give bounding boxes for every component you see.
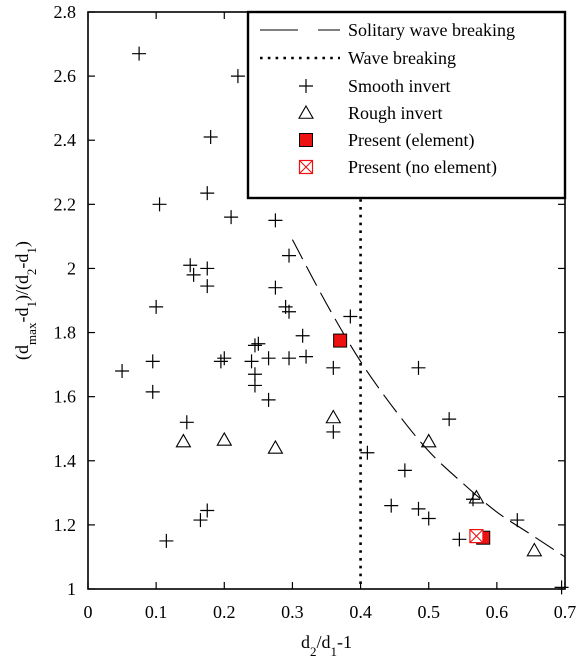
smooth-invert-point — [224, 210, 239, 225]
smooth-invert-point — [452, 532, 467, 547]
smooth-invert-point — [200, 279, 215, 294]
smooth-invert-point — [343, 309, 358, 324]
smooth-invert-point — [152, 197, 167, 212]
y-tick-label: 2.4 — [54, 130, 77, 150]
smooth-invert-point — [282, 304, 297, 319]
legend-symbol-rough-invert — [298, 104, 314, 119]
x-tick-label: 0.5 — [417, 602, 440, 622]
smooth-invert-point — [183, 258, 198, 273]
rough-invert-point — [468, 489, 485, 504]
x-tick-label: 0.7 — [554, 602, 577, 622]
legend-label-smooth-invert: Smooth invert — [348, 76, 451, 96]
y-tick-label: 1.8 — [54, 323, 77, 343]
smooth-invert-point — [200, 261, 215, 276]
smooth-invert-point — [554, 580, 569, 595]
legend-symbol-present-no-element-cross — [299, 160, 313, 174]
legend-symbol-smooth-invert — [299, 79, 313, 93]
smooth-invert-point — [268, 280, 283, 295]
smooth-invert-point — [213, 354, 228, 369]
legend-label-present-no-element: Present (no element) — [348, 157, 497, 178]
smooth-invert-point — [411, 501, 426, 516]
smooth-invert-point — [299, 349, 314, 364]
smooth-invert-point — [179, 415, 194, 430]
smooth-invert-point — [200, 186, 215, 201]
smooth-invert-point — [510, 513, 525, 528]
smooth-invert-point — [193, 513, 208, 528]
smooth-invert-point — [295, 328, 310, 343]
smooth-invert-point — [186, 267, 201, 282]
present-no-element-point-cross — [469, 529, 484, 543]
smooth-invert-point — [200, 503, 215, 518]
y-tick-label: 2.2 — [54, 194, 77, 214]
smooth-invert-point — [268, 213, 283, 228]
smooth-invert-point — [282, 351, 297, 366]
smooth-invert-point — [384, 498, 399, 513]
y-tick-label: 2.6 — [54, 66, 77, 86]
smooth-invert-point — [360, 445, 375, 460]
legend-label-rough-invert: Rough invert — [348, 103, 443, 123]
x-tick-label: 0.3 — [281, 602, 304, 622]
smooth-invert-point — [282, 248, 297, 263]
smooth-invert-point — [132, 46, 147, 61]
smooth-invert-point — [261, 351, 276, 366]
y-tick-label: 1.2 — [54, 515, 77, 535]
present-element-point — [333, 333, 348, 348]
smooth-invert-point — [217, 351, 232, 366]
rough-invert-point — [175, 433, 192, 448]
smooth-invert-point — [466, 492, 481, 507]
smooth-invert-point — [261, 392, 276, 407]
y-tick-label: 1.4 — [54, 451, 77, 471]
y-tick-label: 1.6 — [54, 387, 77, 407]
smooth-invert-point — [203, 130, 218, 145]
smooth-invert-point — [326, 360, 341, 375]
y-tick-label: 1 — [67, 579, 76, 599]
x-axis-title: d2/d1-1 — [301, 632, 352, 657]
x-tick-label: 0.1 — [145, 602, 168, 622]
smooth-invert-point — [145, 354, 160, 369]
y-tick-label: 2 — [67, 258, 76, 278]
legend-symbol-present-element — [299, 133, 313, 147]
x-tick-label: 0 — [84, 602, 93, 622]
solitary-wave-breaking-curve — [291, 239, 566, 558]
x-tick-label: 0.4 — [349, 602, 372, 622]
smooth-invert-point — [247, 338, 262, 353]
smooth-invert-point — [244, 354, 259, 369]
smooth-invert-point — [411, 360, 426, 375]
rough-invert-point — [267, 439, 284, 454]
smooth-invert-point — [251, 336, 266, 351]
smooth-invert-point — [442, 412, 457, 427]
smooth-invert-point — [159, 533, 174, 548]
legend-label-wave-breaking: Wave breaking — [348, 48, 456, 68]
smooth-invert-point — [230, 69, 245, 84]
smooth-invert-point — [115, 364, 130, 379]
smooth-invert-point — [149, 299, 164, 314]
x-tick-label: 0.2 — [213, 602, 236, 622]
tick-labels: 0 0.1 0.2 0.3 0.4 0.5 0.6 0.7 1 1.2 1.4 1.6 1.8 2 2.2 2… — [54, 2, 577, 622]
rough-invert-point — [526, 542, 543, 557]
legend: Solitary wave breaking Wave breaking Smoot… — [246, 10, 567, 200]
axis-ticks — [87, 11, 566, 590]
rough-invert-point — [325, 409, 342, 424]
smooth-invert-point — [421, 511, 436, 526]
smooth-invert-point — [247, 378, 262, 393]
x-tick-label: 0.6 — [486, 602, 509, 622]
y-axis-title: (dmax-d1)/(d2-d1) — [12, 241, 39, 360]
smooth-invert-point — [145, 384, 160, 399]
rough-invert-point — [420, 433, 437, 448]
smooth-invert-point — [397, 463, 412, 478]
y-tick-label: 2.8 — [54, 2, 77, 22]
smooth-invert-point — [326, 424, 341, 439]
legend-label-solitary-wave-breaking: Solitary wave breaking — [348, 20, 515, 40]
rough-invert-point — [216, 431, 233, 446]
legend-label-present-element: Present (element) — [348, 130, 474, 151]
